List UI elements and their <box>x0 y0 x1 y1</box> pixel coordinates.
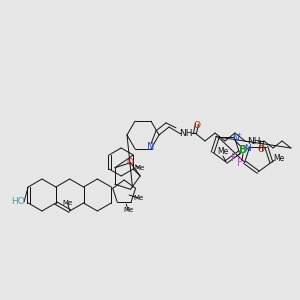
Text: F: F <box>231 153 237 163</box>
Text: NH: NH <box>179 128 193 137</box>
Text: O: O <box>194 121 200 130</box>
Text: +: + <box>237 132 242 137</box>
Text: O: O <box>257 146 265 154</box>
Text: B: B <box>239 145 247 155</box>
Text: HO: HO <box>11 197 25 206</box>
Text: NH: NH <box>247 136 261 146</box>
Text: Me: Me <box>123 207 133 213</box>
Text: N: N <box>232 134 238 143</box>
Text: Me: Me <box>134 165 144 171</box>
Text: F: F <box>237 158 243 168</box>
Text: N: N <box>147 142 155 152</box>
Text: O: O <box>127 158 134 167</box>
Text: Me: Me <box>274 154 285 163</box>
Text: Me: Me <box>133 195 143 201</box>
Text: Me: Me <box>63 200 73 206</box>
Text: N: N <box>244 144 251 153</box>
Text: Me: Me <box>218 148 229 157</box>
